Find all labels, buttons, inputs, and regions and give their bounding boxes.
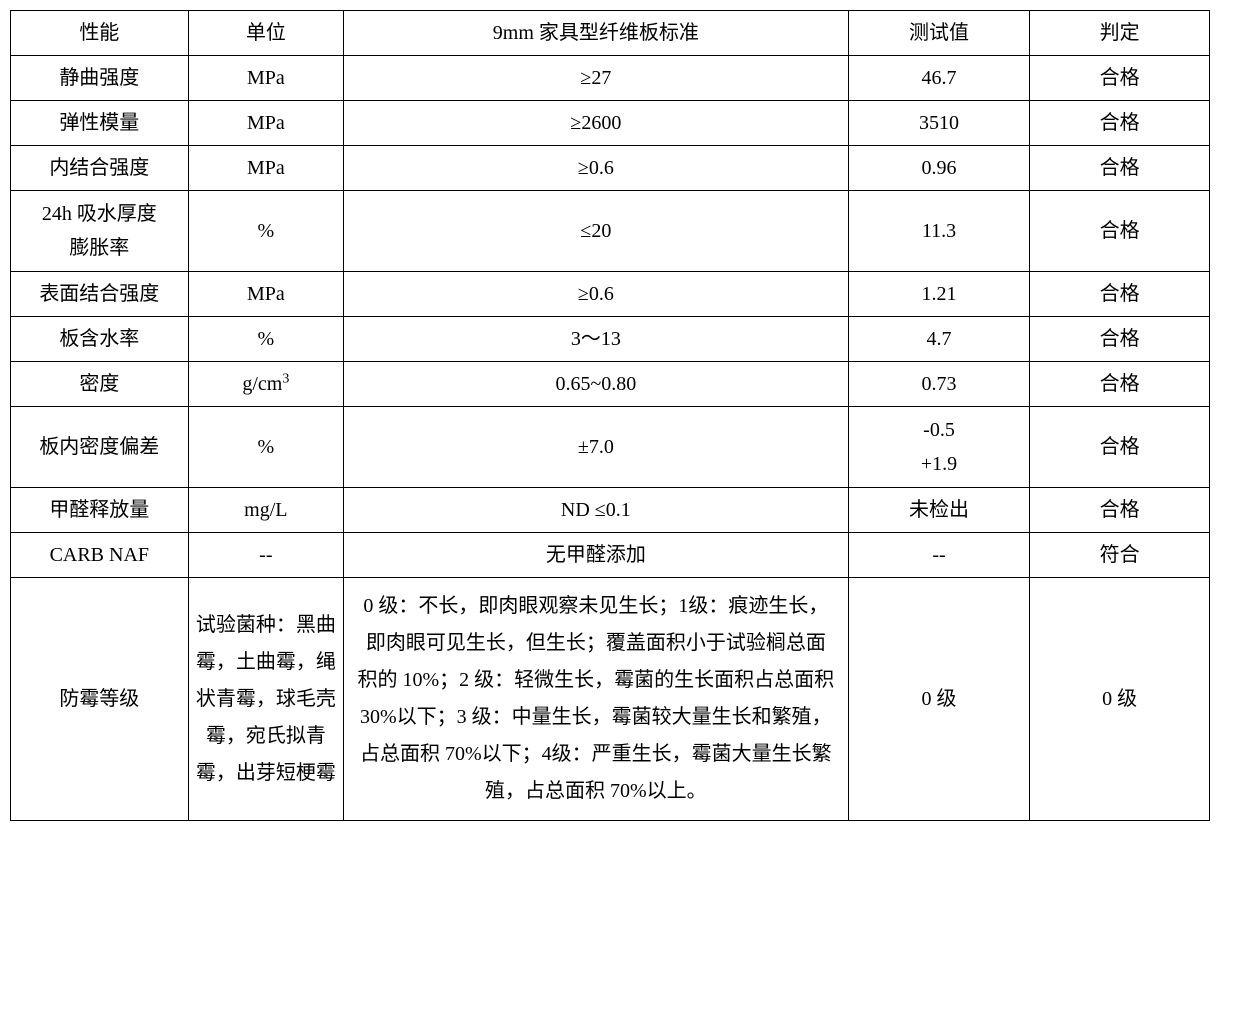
cell-property: 表面结合强度 [11, 272, 189, 317]
cell-property: 弹性模量 [11, 101, 189, 146]
cell-test-value: 0.96 [848, 146, 1030, 191]
cell-unit: g/cm3 [188, 362, 343, 407]
cell-property: 甲醛释放量 [11, 488, 189, 533]
cell-standard: ≥0.6 [344, 272, 849, 317]
cell-judgement: 合格 [1030, 488, 1210, 533]
cell-test-value: 46.7 [848, 56, 1030, 101]
table-row: 表面结合强度MPa≥0.61.21合格 [11, 272, 1210, 317]
cell-unit: 试验菌种：黑曲霉，土曲霉，绳状青霉，球毛壳霉，宛氏拟青霉，出芽短梗霉 [188, 578, 343, 821]
table-row: 弹性模量MPa≥26003510合格 [11, 101, 1210, 146]
cell-property: 24h 吸水厚度膨胀率 [11, 191, 189, 272]
header-standard: 9mm 家具型纤维板标准 [344, 11, 849, 56]
cell-unit: MPa [188, 56, 343, 101]
cell-test-value: 1.21 [848, 272, 1030, 317]
cell-test-value: -0.5+1.9 [848, 407, 1030, 488]
cell-property: CARB NAF [11, 533, 189, 578]
cell-property: 防霉等级 [11, 578, 189, 821]
cell-unit: MPa [188, 101, 343, 146]
cell-test-value: -- [848, 533, 1030, 578]
cell-property: 板内密度偏差 [11, 407, 189, 488]
cell-standard: 无甲醛添加 [344, 533, 849, 578]
cell-test-value: 0 级 [848, 578, 1030, 821]
cell-standard: ≥27 [344, 56, 849, 101]
cell-standard: 0 级：不长，即肉眼观察未见生长；1级：痕迹生长，即肉眼可见生长，但生长；覆盖面… [344, 578, 849, 821]
cell-standard: ≥2600 [344, 101, 849, 146]
header-unit: 单位 [188, 11, 343, 56]
table-row: 板内密度偏差%±7.0-0.5+1.9合格 [11, 407, 1210, 488]
cell-unit: % [188, 407, 343, 488]
cell-judgement: 合格 [1030, 146, 1210, 191]
cell-judgement: 合格 [1030, 317, 1210, 362]
table-row: 甲醛释放量mg/LND ≤0.1未检出合格 [11, 488, 1210, 533]
cell-judgement: 合格 [1030, 272, 1210, 317]
cell-property: 密度 [11, 362, 189, 407]
cell-test-value: 3510 [848, 101, 1030, 146]
cell-unit: % [188, 191, 343, 272]
table-row: CARB NAF--无甲醛添加--符合 [11, 533, 1210, 578]
cell-standard: 0.65~0.80 [344, 362, 849, 407]
table-body: 静曲强度MPa≥2746.7合格弹性模量MPa≥26003510合格内结合强度M… [11, 56, 1210, 821]
cell-judgement: 符合 [1030, 533, 1210, 578]
table-row: 静曲强度MPa≥2746.7合格 [11, 56, 1210, 101]
fiberboard-test-table: 性能 单位 9mm 家具型纤维板标准 测试值 判定 静曲强度MPa≥2746.7… [10, 10, 1210, 821]
cell-test-value: 4.7 [848, 317, 1030, 362]
cell-unit: MPa [188, 272, 343, 317]
cell-judgement: 合格 [1030, 191, 1210, 272]
table-row: 板含水率%3～134.7合格 [11, 317, 1210, 362]
table-row: 防霉等级试验菌种：黑曲霉，土曲霉，绳状青霉，球毛壳霉，宛氏拟青霉，出芽短梗霉0 … [11, 578, 1210, 821]
table-header-row: 性能 单位 9mm 家具型纤维板标准 测试值 判定 [11, 11, 1210, 56]
header-property: 性能 [11, 11, 189, 56]
cell-standard: ≤20 [344, 191, 849, 272]
cell-test-value: 未检出 [848, 488, 1030, 533]
table-row: 密度g/cm30.65~0.800.73合格 [11, 362, 1210, 407]
cell-judgement: 合格 [1030, 407, 1210, 488]
cell-standard: ≥0.6 [344, 146, 849, 191]
cell-unit: -- [188, 533, 343, 578]
cell-unit: mg/L [188, 488, 343, 533]
cell-standard: ND ≤0.1 [344, 488, 849, 533]
cell-property: 内结合强度 [11, 146, 189, 191]
cell-judgement: 0 级 [1030, 578, 1210, 821]
header-judgement: 判定 [1030, 11, 1210, 56]
cell-standard: 3～13 [344, 317, 849, 362]
cell-unit: MPa [188, 146, 343, 191]
header-test-value: 测试值 [848, 11, 1030, 56]
table-row: 24h 吸水厚度膨胀率%≤2011.3合格 [11, 191, 1210, 272]
cell-unit: % [188, 317, 343, 362]
cell-property: 板含水率 [11, 317, 189, 362]
cell-test-value: 0.73 [848, 362, 1030, 407]
cell-test-value: 11.3 [848, 191, 1030, 272]
table-row: 内结合强度MPa≥0.60.96合格 [11, 146, 1210, 191]
cell-standard: ±7.0 [344, 407, 849, 488]
cell-judgement: 合格 [1030, 56, 1210, 101]
cell-judgement: 合格 [1030, 362, 1210, 407]
cell-judgement: 合格 [1030, 101, 1210, 146]
cell-property: 静曲强度 [11, 56, 189, 101]
